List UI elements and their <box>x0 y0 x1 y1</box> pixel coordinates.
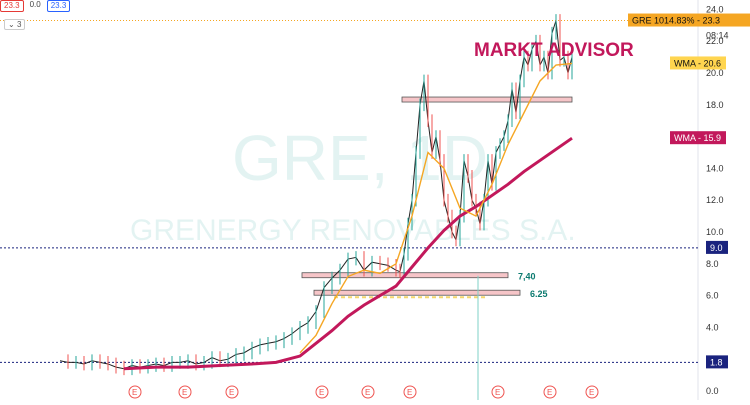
indicator-toggle[interactable]: ⌄ 3 <box>4 19 26 30</box>
y-tick-label: 22.0 <box>706 36 724 46</box>
wma-slow-tag-bg <box>670 131 726 145</box>
y-tick-label: 24.0 <box>706 4 724 14</box>
earnings-marker <box>178 385 192 399</box>
wma-line <box>123 136 573 371</box>
symbol-price-tag-bg <box>628 13 750 27</box>
brand-title: MARKT ADVISOR <box>474 40 634 61</box>
wma-line <box>299 62 573 354</box>
support-label: 7,40 <box>518 272 536 282</box>
y-tick-label: 8.0 <box>706 259 719 269</box>
y-tick-label: 6.0 <box>706 291 719 301</box>
wma-slow-tag: WMA - 15.9 <box>674 133 721 143</box>
wma-fast-tag-bg <box>670 56 726 70</box>
open-value: 23.3 <box>0 0 24 12</box>
y-tick-label: 20.0 <box>706 68 724 78</box>
chevron-down-icon: ⌄ <box>8 20 15 29</box>
y-tick-label: 14.0 <box>706 163 724 173</box>
earnings-marker <box>585 385 599 399</box>
earnings-marker-label: E <box>132 388 137 397</box>
y-tick-label: 4.0 <box>706 322 719 332</box>
y-tick-label: 10.0 <box>706 227 724 237</box>
level-high-tag: 9.0 <box>710 243 723 253</box>
earnings-marker-label: E <box>229 388 234 397</box>
support-zone <box>313 289 521 296</box>
earnings-marker <box>543 385 557 399</box>
close-value: 23.3 <box>46 0 71 12</box>
wma-fast-tag: WMA - 20.6 <box>674 58 721 68</box>
earnings-marker-label: E <box>365 388 370 397</box>
earnings-marker <box>128 385 142 399</box>
earnings-marker-label: E <box>407 388 412 397</box>
level-low-tag: 1.8 <box>710 357 723 367</box>
level-high-tag-bg <box>706 240 728 254</box>
ohlc-legend: 23.3 0.0 23.3 <box>0 0 71 12</box>
countdown-label: 08:14 <box>706 31 729 41</box>
earnings-marker-label: E <box>589 388 594 397</box>
watermark-symbol: GRE, 1D <box>232 122 488 194</box>
y-tick-label: 18.0 <box>706 100 724 110</box>
earnings-marker-label: E <box>182 388 187 397</box>
earnings-marker <box>225 385 239 399</box>
earnings-marker-label: E <box>319 388 324 397</box>
watermark-company: GRENERGY RENOVABLES S.A. <box>130 214 576 247</box>
earnings-marker-label: E <box>495 388 500 397</box>
indicator-count: 3 <box>16 20 22 29</box>
earnings-marker <box>361 385 375 399</box>
y-tick-label: 0.0 <box>706 386 719 396</box>
y-tick-label: 12.0 <box>706 195 724 205</box>
level-low-tag-bg <box>706 355 728 369</box>
earnings-marker <box>403 385 417 399</box>
symbol-price-tag: GRE 1014.83% - 23.3 <box>632 16 720 26</box>
earnings-marker-label: E <box>547 388 552 397</box>
earnings-marker <box>491 385 505 399</box>
support-zone <box>401 96 573 103</box>
change-value: 0.0 <box>29 0 41 9</box>
support-label: 6.25 <box>530 289 548 299</box>
earnings-marker <box>315 385 329 399</box>
